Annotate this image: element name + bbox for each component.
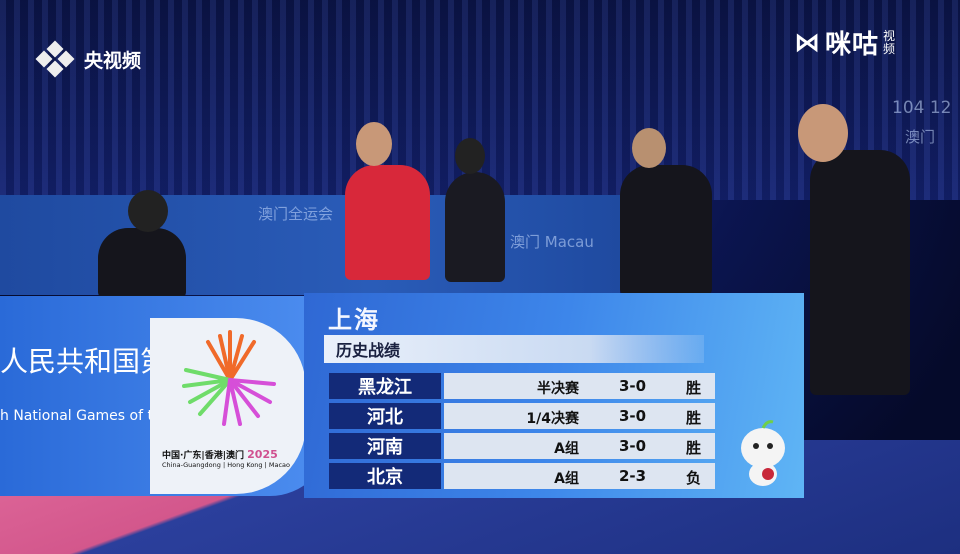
arena-wall: 澳门全运会 澳门 Macau	[0, 195, 620, 295]
migu-m-icon: ⋈	[794, 27, 821, 58]
wall-text: 104 12	[892, 98, 952, 118]
partner-name: 咪咕	[825, 30, 880, 60]
games-logo-cn: 中国·广东|香港|澳门	[162, 451, 244, 461]
result: 胜	[685, 379, 701, 397]
partner-suffix: 视频	[883, 28, 896, 56]
score: 3-0	[619, 437, 647, 455]
subtitle: 历史战绩	[336, 341, 401, 360]
games-logo-panel: 中国·广东|香港|澳门 2025 China-Guangdong | Hong …	[150, 318, 306, 494]
score: 3-0	[619, 377, 647, 395]
subtitle-bar: 历史战绩	[324, 335, 704, 363]
opponent: 北京	[329, 463, 441, 489]
person	[98, 228, 186, 298]
stage: A组	[554, 471, 579, 487]
result: 胜	[685, 409, 701, 427]
table-row: 河北 1/4决赛 3-0 胜	[329, 403, 715, 429]
table-row: 黑龙江 半决赛 3-0 胜	[329, 373, 715, 399]
stage: A组	[554, 441, 579, 457]
player-head	[356, 122, 392, 166]
person-head	[455, 138, 485, 174]
result: 负	[685, 469, 701, 487]
games-logo-year: 2025	[247, 448, 278, 461]
games-logo-en: China-Guangdong | Hong Kong | Macao	[162, 461, 290, 469]
person-head	[632, 128, 666, 168]
person	[445, 172, 505, 282]
player-red	[345, 165, 430, 280]
score: 2-3	[619, 467, 647, 485]
games-flower-logo	[182, 330, 276, 426]
record-table: 黑龙江 半决赛 3-0 胜 河北 1/4决赛 3-0 胜 河南 A组 3-0 胜 北京 A组…	[329, 373, 715, 493]
wall-text: 澳门	[905, 128, 936, 146]
person-head	[128, 190, 168, 232]
team-title: 上海	[328, 306, 380, 334]
cctv-diamond-dots-icon	[34, 40, 76, 78]
table-row: 北京 A组 2-3 负	[329, 463, 715, 489]
opponent: 黑龙江	[329, 373, 441, 399]
person	[620, 165, 712, 295]
cctv-logo: 央视频	[34, 40, 142, 78]
opponent: 河北	[329, 403, 441, 429]
person	[810, 150, 910, 395]
wall-text: 澳门 Macau	[510, 233, 594, 251]
wall-text: 澳门全运会	[258, 205, 334, 223]
table-row: 河南 A组 3-0 胜	[329, 433, 715, 459]
result: 胜	[685, 439, 701, 457]
migu-logo: ⋈ 咪咕 视频	[794, 24, 897, 61]
stage: 半决赛	[537, 381, 579, 397]
opponent: 河南	[329, 433, 441, 459]
stage: 1/4决赛	[526, 411, 579, 427]
person-head	[798, 104, 848, 162]
broadcaster-name: 央视频	[84, 49, 142, 72]
mascot-icon	[741, 420, 785, 486]
score: 3-0	[619, 407, 647, 425]
